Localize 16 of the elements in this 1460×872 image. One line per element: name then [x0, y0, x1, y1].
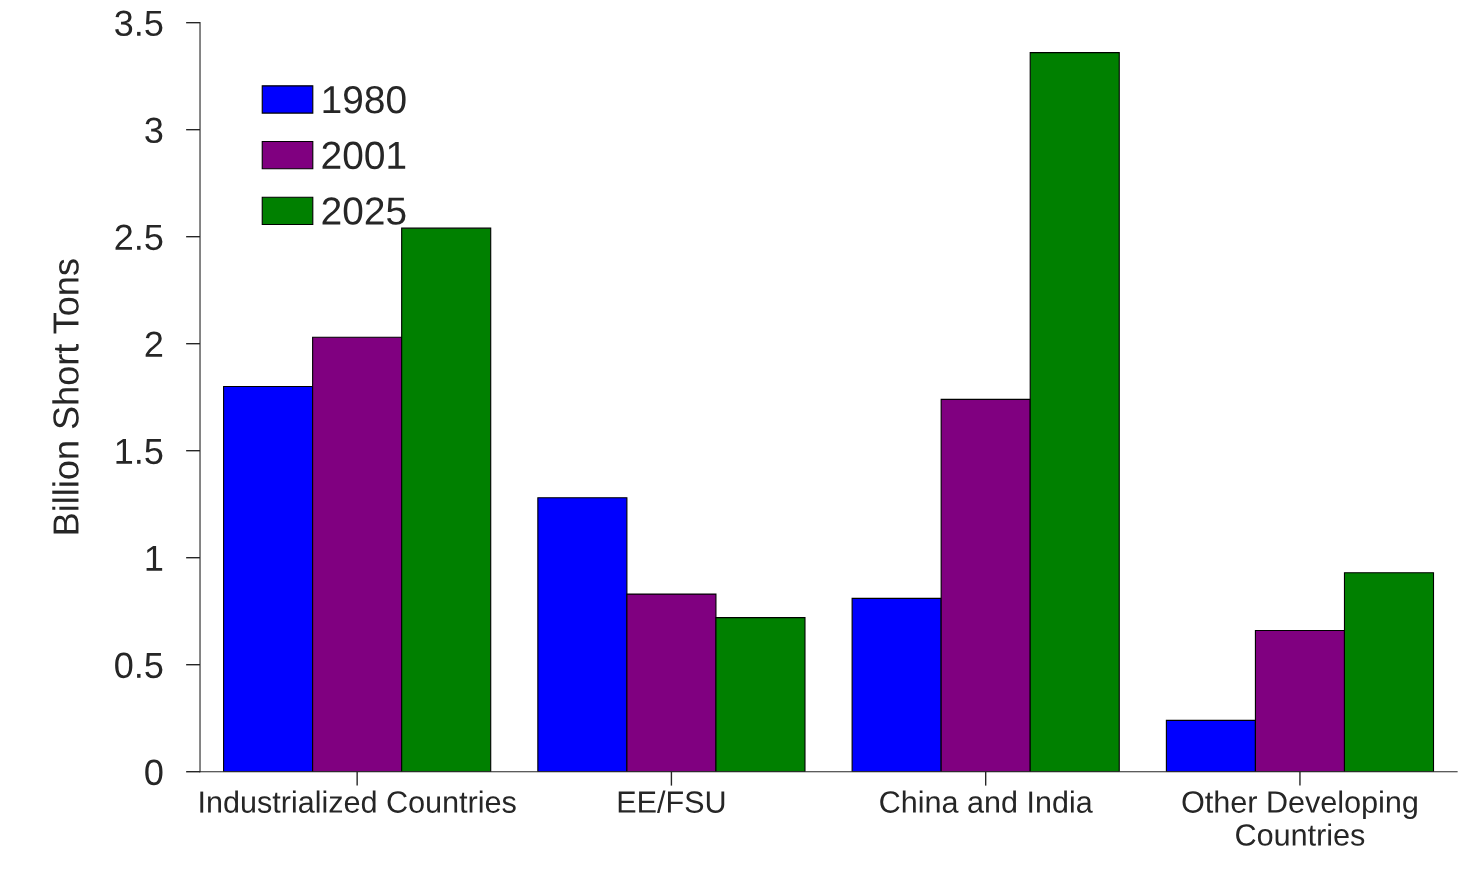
x-tick-label: China and India — [880, 790, 1093, 813]
x-tick-label: EE/FSU — [618, 790, 725, 813]
legend-label: 2001 — [322, 141, 406, 170]
y-axis-title: Billion Short Tons — [52, 259, 79, 534]
y-tick-label: 2.5 — [115, 224, 163, 251]
y-tick-label: 0 — [145, 759, 163, 786]
y-tick-label: 0.5 — [115, 652, 163, 679]
legend-label: 1980 — [323, 85, 406, 114]
y-tick-label: 2 — [145, 331, 163, 357]
y-tick-label: 1.5 — [116, 438, 163, 465]
x-tick-label: Other Developing Countries — [1182, 790, 1417, 846]
y-tick-label: 3 — [145, 117, 163, 144]
x-tick-label: Industrialized Countries — [200, 790, 516, 813]
y-tick-label: 1 — [146, 545, 163, 571]
legend-label: 2025 — [322, 197, 406, 225]
y-tick-label: 3.5 — [115, 10, 163, 37]
